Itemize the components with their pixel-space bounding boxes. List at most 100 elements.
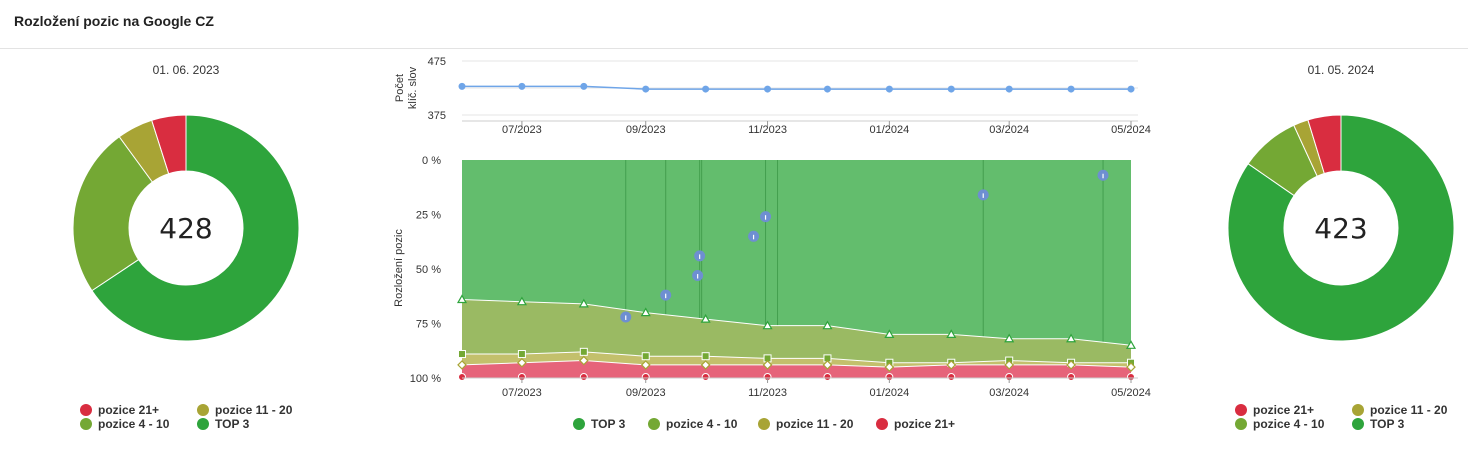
top3-marker[interactable]: [1125, 340, 1137, 349]
top-chart-ylabel-line1: Počet: [394, 74, 406, 102]
top3-marker[interactable]: [700, 313, 711, 323]
legend-label: pozice 11 - 20: [215, 403, 293, 417]
top3-marker[interactable]: [946, 329, 957, 338]
center-legend-item-top3[interactable]: TOP 3: [573, 417, 625, 431]
pos11-20-marker[interactable]: [1126, 362, 1136, 372]
top3-marker[interactable]: [516, 296, 527, 306]
pos4-10-marker[interactable]: [579, 347, 588, 356]
keyword-count-point[interactable]: [1005, 85, 1013, 93]
x-tick-label: 01/2024: [869, 387, 909, 399]
pos21-marker[interactable]: [701, 373, 710, 381]
keyword-count-point[interactable]: [1067, 85, 1075, 93]
pos11-20-marker[interactable]: [884, 362, 895, 372]
x-tick-label: 05/2024: [1111, 124, 1151, 136]
y-tick-label: 475: [428, 56, 446, 68]
pos4-10-marker[interactable]: [517, 350, 526, 359]
right-legend-item-pos4-10[interactable]: pozice 4 - 10: [1235, 417, 1324, 431]
donut-slice[interactable]: [1307, 114, 1342, 175]
top3-dot-icon: [573, 418, 585, 430]
legend-label: pozice 4 - 10: [98, 417, 170, 431]
pos11-20-marker[interactable]: [640, 360, 651, 370]
pos21-marker[interactable]: [823, 373, 832, 381]
pos21-marker[interactable]: [458, 373, 466, 381]
pos11-20-marker[interactable]: [578, 355, 589, 366]
legend-label: TOP 3: [215, 417, 250, 431]
donut-slice[interactable]: [72, 136, 154, 292]
x-tick-label: 11/2023: [748, 124, 787, 136]
center-legend-item-pos4-10[interactable]: pozice 4 - 10: [648, 417, 737, 431]
pos11-20-dot-icon: [758, 418, 770, 430]
legend-label: pozice 4 - 10: [666, 417, 738, 431]
keyword-count-point[interactable]: [885, 85, 893, 93]
x-tick-label: 07/2023: [502, 124, 542, 136]
center-legend-item-pos11-20[interactable]: pozice 11 - 20: [758, 417, 853, 431]
legend-label: pozice 21+: [894, 417, 956, 431]
legend-label: TOP 3: [1370, 417, 1405, 431]
y-tick-label: 375: [428, 110, 446, 122]
top3-marker[interactable]: [884, 329, 895, 338]
x-tick-label: 07/2023: [502, 387, 542, 399]
pos4-10-marker[interactable]: [641, 352, 650, 361]
pos11-20-marker[interactable]: [700, 360, 711, 370]
keyword-count-point[interactable]: [642, 85, 650, 93]
pos11-20-marker[interactable]: [457, 360, 467, 370]
y-tick-label: 50 %: [416, 264, 441, 276]
top3-marker[interactable]: [640, 307, 651, 317]
x-tick-label: 09/2023: [626, 387, 666, 399]
pos11-20-marker[interactable]: [822, 360, 833, 370]
left-legend-item-top3[interactable]: TOP 3: [197, 417, 249, 431]
pos11-20-marker[interactable]: [1066, 360, 1076, 370]
band-boundary-line: [462, 351, 1131, 364]
pos11-20-marker[interactable]: [946, 360, 957, 370]
pos4-10-marker[interactable]: [701, 352, 710, 361]
top3-marker[interactable]: [822, 320, 833, 330]
right-legend-item-pos11-20[interactable]: pozice 11 - 20: [1352, 403, 1447, 417]
keyword-count-point[interactable]: [764, 85, 772, 93]
top3-marker[interactable]: [1004, 333, 1015, 343]
pos21-dot-icon: [80, 404, 92, 416]
top3-marker[interactable]: [578, 298, 589, 308]
right-legend-item-top3[interactable]: TOP 3: [1352, 417, 1404, 431]
keyword-count-point[interactable]: [458, 82, 466, 90]
keyword-count-point[interactable]: [1127, 85, 1135, 93]
pos11-20-marker[interactable]: [517, 357, 527, 368]
legend-label: pozice 11 - 20: [776, 417, 854, 431]
donut-slice[interactable]: [1227, 114, 1455, 342]
legend-label: pozice 21+: [1253, 403, 1315, 417]
x-tick-label: 11/2023: [748, 387, 787, 399]
top3-marker[interactable]: [456, 294, 468, 304]
pos4-10-dot-icon: [1235, 418, 1247, 430]
pos21-marker[interactable]: [1067, 373, 1076, 381]
center-legend-item-pos21[interactable]: pozice 21+: [876, 417, 955, 431]
keyword-count-point[interactable]: [823, 85, 831, 93]
x-tick-label: 03/2024: [989, 387, 1029, 399]
keyword-count-point[interactable]: [947, 85, 955, 93]
left-legend-item-pos21[interactable]: pozice 21+: [80, 403, 159, 417]
pos11-20-marker[interactable]: [1004, 360, 1015, 370]
pos21-marker[interactable]: [579, 373, 588, 381]
x-tick-label: 03/2024: [989, 124, 1029, 136]
top3-marker[interactable]: [1066, 333, 1077, 343]
pos11-20-dot-icon: [197, 404, 209, 416]
pos11-20-marker[interactable]: [762, 360, 773, 370]
pos4-10-marker[interactable]: [458, 350, 466, 359]
donut-slice[interactable]: [91, 114, 300, 342]
pos11-20-dot-icon: [1352, 404, 1364, 416]
keyword-count-point[interactable]: [702, 85, 710, 93]
top3-dot-icon: [1352, 418, 1364, 430]
left-legend-item-pos11-20[interactable]: pozice 11 - 20: [197, 403, 292, 417]
keyword-count-point[interactable]: [518, 82, 526, 90]
top3-marker[interactable]: [762, 320, 773, 330]
right-legend-item-pos21[interactable]: pozice 21+: [1235, 403, 1314, 417]
pos21-marker[interactable]: [947, 373, 956, 381]
pos21-dot-icon: [1235, 404, 1247, 416]
keyword-count-line: [462, 85, 1131, 90]
left-donut-chart: 428: [72, 114, 300, 342]
legend-label: pozice 4 - 10: [1253, 417, 1325, 431]
page-title: Rozložení pozic na Google CZ: [14, 13, 214, 29]
left-legend-item-pos4-10[interactable]: pozice 4 - 10: [80, 417, 169, 431]
donut-slice[interactable]: [151, 114, 187, 175]
top3-dot-icon: [197, 418, 209, 430]
keyword-count-point[interactable]: [580, 82, 588, 90]
